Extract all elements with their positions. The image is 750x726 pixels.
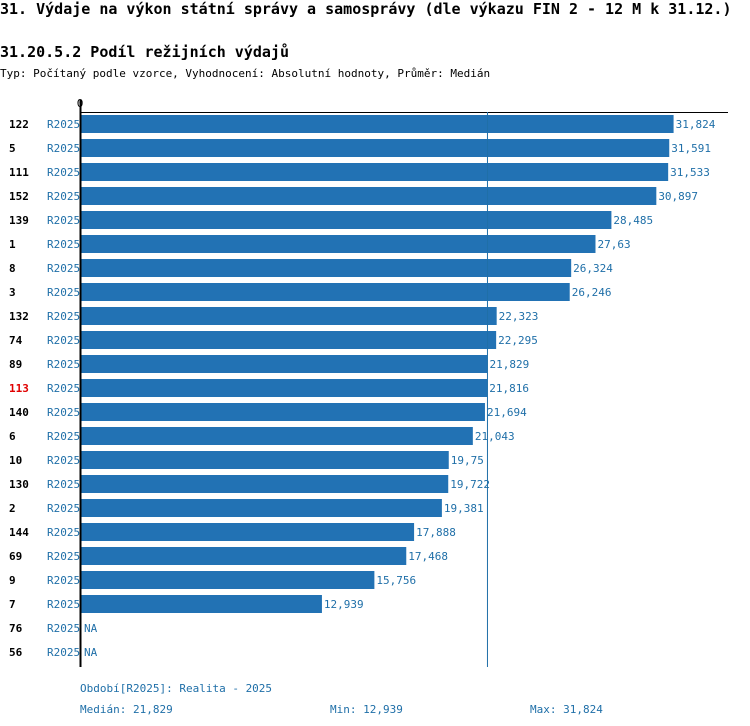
row-series-label: R2025: [47, 478, 80, 491]
data-bar: [81, 139, 670, 157]
row-id-label: 9: [9, 574, 16, 587]
row-id-label: 113: [9, 382, 29, 395]
row-series-label: R2025: [47, 334, 80, 347]
bar-value-label: 17,468: [408, 550, 448, 563]
bar-value-label: 31,533: [670, 166, 710, 179]
footer-median: Medián: 21,829: [80, 703, 173, 716]
bar-value-label: 22,323: [499, 310, 539, 323]
bar-value-label: 12,939: [324, 598, 364, 611]
row-series-label: R2025: [47, 454, 80, 467]
bar-value-label: 19,75: [451, 454, 484, 467]
data-bar: [81, 283, 570, 301]
data-bar: [81, 163, 669, 181]
data-bar: [81, 427, 473, 445]
data-bar: [81, 499, 442, 517]
page-title: 31. Výdaje na výkon státní správy a samo…: [0, 0, 732, 18]
bar-value-label: 19,722: [450, 478, 490, 491]
row-id-label: 139: [9, 214, 29, 227]
row-id-label: 132: [9, 310, 29, 323]
row-series-label: R2025: [47, 598, 80, 611]
bar-value-label: 17,888: [416, 526, 456, 539]
bar-value-label: 30,897: [658, 190, 698, 203]
bar-value-label: 21,816: [489, 382, 529, 395]
data-bar: [81, 451, 449, 469]
data-bar: [81, 571, 375, 589]
bar-value-label: 31,824: [676, 118, 716, 131]
row-series-label: R2025: [47, 502, 80, 515]
bar-value-label: 21,829: [489, 358, 529, 371]
data-bar: [81, 235, 596, 253]
row-series-label: R2025: [47, 382, 80, 395]
data-bar: [81, 355, 488, 373]
row-id-label: 8: [9, 262, 16, 275]
row-series-label: R2025: [47, 190, 80, 203]
bar-value-label: NA: [84, 646, 98, 659]
row-series-label: R2025: [47, 238, 80, 251]
row-id-label: 7: [9, 598, 16, 611]
bar-value-label: 21,043: [475, 430, 515, 443]
data-bar: [81, 259, 572, 277]
row-id-label: 89: [9, 358, 22, 371]
footer-min: Min: 12,939: [330, 703, 403, 716]
row-id-label: 122: [9, 118, 29, 131]
footer-period: Období[R2025]: Realita - 2025: [80, 682, 273, 695]
row-id-label: 152: [9, 190, 29, 203]
bar-value-label: 27,63: [597, 238, 630, 251]
data-bar: [81, 331, 497, 349]
row-series-label: R2025: [47, 214, 80, 227]
row-id-label: 1: [9, 238, 16, 251]
row-series-label: R2025: [47, 622, 80, 635]
row-series-label: R2025: [47, 526, 80, 539]
row-id-label: 111: [9, 166, 29, 179]
row-id-label: 140: [9, 406, 29, 419]
row-id-label: 69: [9, 550, 22, 563]
row-series-label: R2025: [47, 358, 80, 371]
data-bar: [81, 307, 497, 325]
data-bar: [81, 115, 674, 133]
bar-value-label: 26,246: [572, 286, 612, 299]
row-series-label: R2025: [47, 646, 80, 659]
data-bar: [81, 403, 485, 421]
row-id-label: 74: [9, 334, 23, 347]
footer-max: Max: 31,824: [530, 703, 603, 716]
row-series-label: R2025: [47, 550, 80, 563]
bar-value-label: 22,295: [498, 334, 538, 347]
bar-value-label: 15,756: [376, 574, 416, 587]
data-bar: [81, 595, 322, 613]
row-series-label: R2025: [47, 286, 80, 299]
row-id-label: 10: [9, 454, 22, 467]
row-series-label: R2025: [47, 166, 80, 179]
row-id-label: 76: [9, 622, 23, 635]
data-bar: [81, 475, 449, 493]
row-id-label: 144: [9, 526, 29, 539]
data-bar: [81, 379, 488, 397]
chart-type-line: Typ: Počítaný podle vzorce, Vyhodnocení:…: [0, 67, 491, 80]
row-id-label: 56: [9, 646, 23, 659]
bar-value-label: 26,324: [573, 262, 613, 275]
row-id-label: 3: [9, 286, 16, 299]
row-series-label: R2025: [47, 118, 80, 131]
bar-value-label: NA: [84, 622, 98, 635]
data-bar: [81, 523, 415, 541]
row-id-label: 5: [9, 142, 16, 155]
bar-value-label: 19,381: [444, 502, 484, 515]
row-id-label: 6: [9, 430, 16, 443]
row-series-label: R2025: [47, 430, 80, 443]
chart-subtitle: 31.20.5.2 Podíl režijních výdajů: [0, 43, 289, 61]
row-series-label: R2025: [47, 310, 80, 323]
row-series-label: R2025: [47, 142, 80, 155]
data-bar: [81, 211, 612, 229]
row-id-label: 130: [9, 478, 29, 491]
bar-value-label: 31,591: [671, 142, 711, 155]
bar-value-label: 28,485: [613, 214, 653, 227]
row-series-label: R2025: [47, 406, 80, 419]
data-bar: [81, 547, 407, 565]
row-series-label: R2025: [47, 262, 80, 275]
row-series-label: R2025: [47, 574, 80, 587]
row-id-label: 2: [9, 502, 16, 515]
bar-value-label: 21,694: [487, 406, 527, 419]
data-bar: [81, 187, 657, 205]
